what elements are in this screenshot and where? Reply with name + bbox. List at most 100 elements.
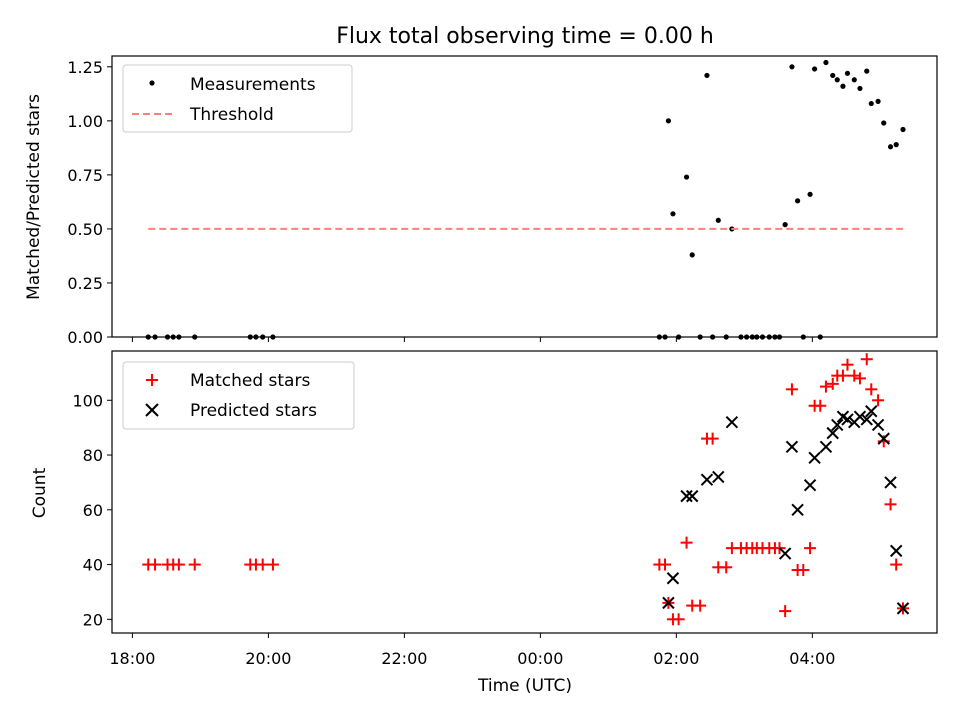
measurement-point — [704, 72, 710, 79]
predicted-point — [884, 476, 897, 489]
legend-matched-marker — [146, 374, 158, 386]
legend-measurements-marker — [149, 80, 155, 86]
matched-point — [266, 558, 279, 571]
measurement-point — [683, 174, 690, 180]
matched-point — [172, 558, 185, 571]
legend-frame — [122, 64, 353, 133]
measurement-point — [887, 144, 894, 150]
x-tick-label: 22:00 — [381, 649, 427, 668]
predicted-point — [877, 432, 890, 445]
matched-point — [785, 383, 798, 396]
y-tick-label: 0.75 — [67, 166, 103, 185]
series-matched-stars — [142, 353, 910, 626]
measurement-point — [807, 191, 813, 197]
matched-point — [149, 558, 162, 571]
measurement-point — [830, 72, 836, 79]
measurement-point — [864, 68, 870, 74]
measurement-point — [795, 198, 801, 204]
y-tick-label: 1.25 — [67, 58, 103, 77]
legend-matched-label: Matched stars — [190, 371, 310, 391]
y-tick-label: 0.50 — [67, 220, 103, 239]
matched-point — [819, 380, 832, 393]
count-plot-area: 20 40 60 80 100 — [72, 350, 938, 638]
predicted-point — [860, 413, 873, 426]
matched-point — [841, 358, 854, 371]
count-panel: Count 20 40 60 80 100 Matched stars Predicte… — [30, 350, 938, 638]
matched-point — [860, 353, 873, 366]
predicted-point — [712, 470, 725, 484]
measurement-point — [868, 100, 874, 107]
measurement-point — [900, 126, 906, 133]
y-axis-label-ratio: Matched/Predicted stars — [24, 94, 44, 300]
x-axis: 18:00 20:00 22:00 00:00 02:00 04:00 — [109, 649, 835, 668]
measurement-point — [851, 77, 857, 83]
predicted-point — [871, 418, 885, 432]
predicted-point — [725, 415, 739, 429]
x-axis-label: Time (UTC) — [477, 676, 572, 696]
legend-count: Matched stars Predicted stars — [122, 361, 355, 430]
matched-point — [188, 558, 201, 571]
ratio-plot-area: 0.00 0.25 0.50 0.75 1.00 1.25 — [67, 55, 938, 347]
predicted-point — [662, 596, 675, 610]
predicted-point — [686, 489, 699, 503]
predicted-point — [853, 410, 867, 423]
predicted-point — [808, 451, 821, 464]
matched-point — [672, 613, 685, 626]
y-tick-label: 40 — [83, 556, 103, 575]
measurement-point — [881, 120, 887, 126]
x-tick-label: 20:00 — [245, 649, 291, 668]
predicted-point — [785, 440, 799, 454]
measurement-point — [689, 252, 695, 258]
y-tick-label: 100 — [72, 391, 103, 410]
legend-predicted-label: Predicted stars — [190, 401, 317, 421]
y-tick-label: 80 — [83, 446, 103, 465]
matched-point — [706, 432, 719, 445]
y-tick-label: 0.00 — [67, 328, 103, 347]
predicted-point — [700, 473, 714, 486]
measurement-point — [665, 118, 672, 124]
predicted-point — [680, 489, 693, 503]
matched-point — [884, 498, 897, 511]
predicted-point — [865, 405, 878, 418]
predicted-point — [666, 572, 680, 585]
matched-point — [826, 377, 839, 390]
predicted-point — [889, 544, 903, 558]
predicted-point — [831, 418, 844, 432]
matched-point — [853, 372, 866, 385]
legend-frame — [122, 361, 355, 430]
matched-point — [836, 369, 849, 382]
y-tick-label: 60 — [83, 501, 103, 520]
matched-point — [872, 394, 885, 407]
measurement-point — [893, 142, 899, 148]
predicted-point — [841, 413, 854, 426]
matched-point — [814, 399, 827, 412]
measurement-point — [670, 211, 676, 217]
x-tick-label: 04:00 — [789, 649, 835, 668]
legend-measurements-label: Measurements — [190, 75, 316, 95]
measurement-point — [840, 83, 846, 89]
y-tick-label: 0.25 — [67, 274, 103, 293]
y-tick-label: 1.00 — [67, 112, 103, 131]
matched-point — [680, 536, 693, 549]
predicted-point — [896, 602, 910, 615]
legend-predicted-marker — [145, 403, 159, 417]
axes-frame — [111, 350, 938, 634]
matched-point — [804, 542, 817, 555]
matched-point — [877, 435, 890, 448]
predicted-point — [826, 426, 839, 440]
matched-point — [256, 558, 269, 571]
measurement-point — [812, 66, 818, 72]
x-tick-label: 18:00 — [109, 649, 155, 668]
predicted-point — [819, 440, 833, 454]
matched-point — [694, 599, 707, 612]
chart-title: Flux total observing time = 0.00 h — [336, 24, 714, 49]
measurement-point — [823, 59, 829, 66]
legend-threshold-label: Threshold — [189, 105, 274, 125]
measurement-point — [857, 85, 863, 92]
x-tick-label: 02:00 — [653, 649, 699, 668]
predicted-point — [791, 503, 804, 517]
measurement-point — [789, 64, 795, 70]
matched-point — [720, 561, 733, 574]
measurement-point — [844, 70, 851, 76]
